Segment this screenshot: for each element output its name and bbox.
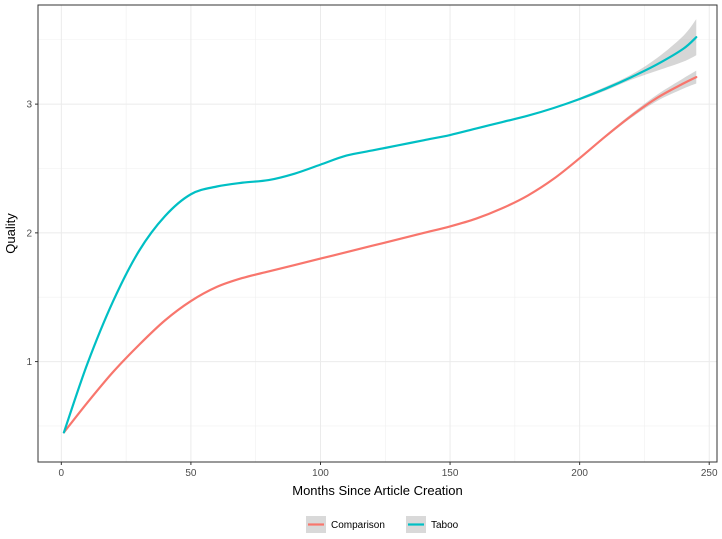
legend: Comparison Taboo [306, 516, 459, 533]
grid-major [38, 5, 717, 462]
x-tick-label: 250 [701, 468, 718, 479]
x-tick-label: 0 [59, 468, 65, 479]
y-tick-label: 2 [26, 228, 32, 239]
y-tick-label: 3 [26, 100, 32, 111]
x-axis-ticks: 0 50 100 150 200 250 [59, 462, 718, 479]
y-axis-ticks: 1 2 3 [26, 100, 38, 368]
x-tick-label: 50 [185, 468, 197, 479]
x-axis-title: Months Since Article Creation [292, 483, 463, 498]
legend-label-comparison: Comparison [331, 520, 385, 531]
series-lines [62, 36, 698, 434]
series-line-comparison [62, 75, 698, 434]
legend-label-taboo: Taboo [431, 520, 459, 531]
x-tick-label: 150 [442, 468, 459, 479]
legend-item-taboo: Taboo [406, 516, 459, 533]
y-axis-title: Quality [3, 213, 18, 254]
x-tick-label: 200 [571, 468, 588, 479]
grid-minor [38, 5, 717, 462]
panel-border [37, 4, 718, 463]
x-tick-label: 100 [312, 468, 329, 479]
legend-item-comparison: Comparison [306, 516, 385, 533]
y-tick-label: 1 [26, 357, 32, 368]
series-line-taboo [62, 36, 698, 434]
